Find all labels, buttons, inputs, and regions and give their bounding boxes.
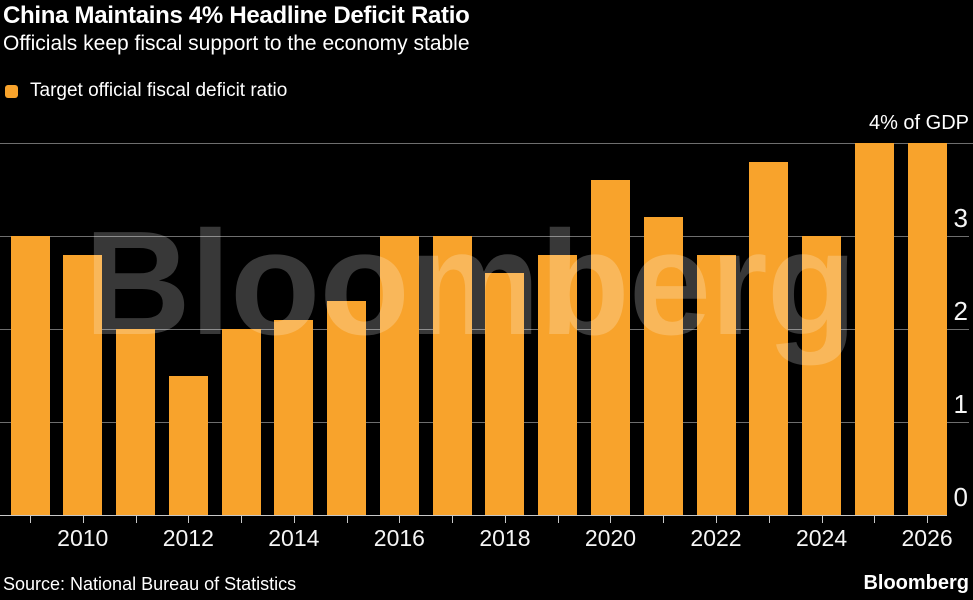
x-tick-2014 — [293, 516, 295, 523]
chart-subtitle: Officials keep fiscal support to the eco… — [3, 32, 470, 55]
gridline-1 — [0, 422, 969, 423]
y-tick-label-3: 3 — [953, 203, 968, 233]
x-tick-2026 — [927, 516, 929, 523]
source-note: Source: National Bureau of Statistics — [3, 574, 297, 594]
x-tick-2013 — [241, 516, 243, 523]
x-tick-2016 — [399, 516, 401, 523]
bar-2026 — [907, 143, 947, 515]
bar-2022 — [696, 254, 736, 515]
gridline-3 — [0, 236, 969, 237]
x-tick-label-2022: 2022 — [690, 525, 742, 551]
x-tick-label-2020: 2020 — [584, 525, 637, 551]
x-tick-2022 — [716, 516, 717, 523]
bar-2025 — [854, 143, 894, 515]
bar-2023 — [749, 161, 789, 515]
x-tick-label-2012: 2012 — [162, 525, 214, 551]
bar-2014 — [274, 319, 314, 515]
x-tick-label-2026: 2026 — [901, 525, 953, 551]
legend-label: Target official fiscal deficit ratio — [30, 80, 288, 101]
x-tick-2020 — [610, 516, 612, 523]
legend-swatch-icon — [5, 84, 18, 98]
bar-2013 — [221, 329, 261, 515]
x-tick-2018 — [504, 516, 506, 523]
bar-2009 — [10, 236, 50, 515]
x-tick-2012 — [188, 516, 190, 523]
x-tick-label-2018: 2018 — [479, 525, 531, 551]
x-axis-line — [0, 515, 947, 516]
x-tick-2011 — [135, 516, 137, 523]
bar-2011 — [116, 329, 156, 515]
x-tick-2024 — [821, 516, 823, 523]
bar-2018 — [485, 273, 525, 515]
x-tick-2009 — [30, 516, 31, 523]
y-tick-label-1: 1 — [953, 389, 968, 419]
bar-2020 — [590, 180, 630, 515]
bar-2015 — [327, 301, 367, 515]
bar-2019 — [538, 254, 578, 515]
bar-2024 — [802, 236, 842, 515]
bar-2017 — [432, 236, 472, 515]
x-tick-label-2016: 2016 — [373, 525, 425, 551]
gridline-4 — [0, 143, 973, 144]
x-tick-2019 — [557, 516, 559, 523]
chart-title: China Maintains 4% Headline Deficit Rati… — [3, 2, 470, 29]
bloomberg-logo: Bloomberg — [863, 572, 969, 594]
x-tick-2021 — [663, 516, 665, 523]
legend: Target official fiscal deficit ratio — [5, 80, 287, 102]
x-tick-2015 — [346, 516, 348, 523]
bar-2021 — [643, 217, 683, 515]
y-axis-unit-label: 4% of GDP — [868, 112, 969, 134]
x-tick-label-2010: 2010 — [57, 525, 109, 551]
bar-2016 — [379, 236, 419, 515]
bar-2010 — [63, 254, 103, 515]
x-tick-2023 — [768, 516, 770, 523]
y-tick-label-2: 2 — [953, 296, 968, 326]
gridline-2 — [0, 329, 969, 330]
x-tick-2017 — [452, 516, 454, 523]
bar-2012 — [168, 375, 208, 515]
y-tick-label-0: 0 — [953, 482, 968, 512]
x-tick-label-2014: 2014 — [268, 525, 320, 551]
x-tick-2010 — [82, 516, 84, 523]
x-tick-label-2024: 2024 — [795, 525, 848, 551]
x-tick-2025 — [874, 516, 876, 523]
